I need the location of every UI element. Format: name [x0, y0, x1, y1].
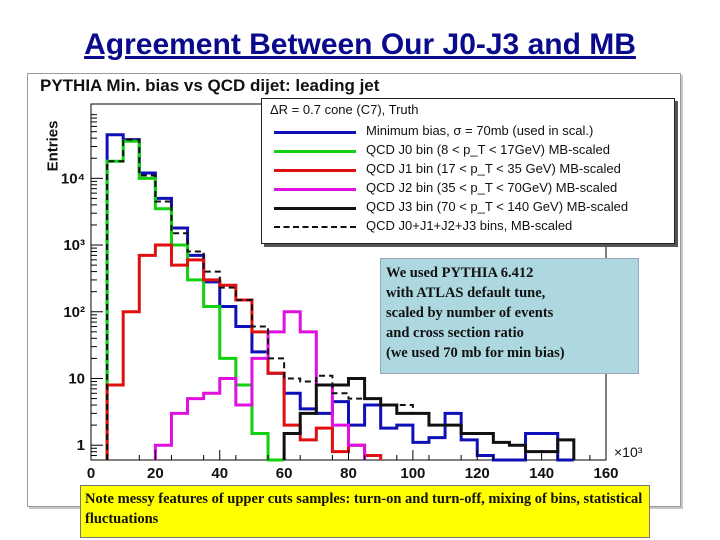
y-tick-label: 1 [77, 437, 85, 454]
x-tick-label: 140 [529, 465, 554, 482]
note-text: We used PYTHIA 6.412 with ATLAS default … [386, 265, 565, 361]
legend-label: QCD J3 bin (70 < p_T < 140 GeV) MB-scale… [366, 199, 629, 214]
x-tick-label: 20 [147, 465, 164, 482]
x-tick-label: 160 [593, 465, 618, 482]
legend-label: Minimum bias, σ = 70mb (used in scal.) [366, 123, 594, 138]
legend-swatch [274, 131, 356, 134]
legend-entry-j2: QCD J2 bin (35 < p_T < 70GeV) MB-scaled [270, 179, 670, 197]
bottom-note-text: Note messy features of upper cuts sample… [85, 491, 643, 527]
x-tick-label: 40 [211, 465, 228, 482]
legend-label: QCD J0 bin (8 < p_T < 17GeV) MB-scaled [366, 142, 610, 157]
legend-label: QCD J1 bin (17 < p_T < 35 GeV) MB-scaled [366, 161, 621, 176]
legend-entry-min-bias: Minimum bias, σ = 70mb (used in scal.) [270, 122, 670, 140]
chart-title: PYTHIA Min. bias vs QCD dijet: leading j… [40, 76, 380, 95]
y-tick-label: 10 [68, 370, 85, 387]
series-j2 [153, 310, 367, 460]
note-box: We used PYTHIA 6.412 with ATLAS default … [380, 258, 639, 374]
y-tick-label: 10⁴ [61, 170, 85, 187]
y-tick-label: 10³ [63, 237, 85, 254]
legend-swatch [274, 226, 356, 228]
legend-label: QCD J0+J1+J2+J3 bins, MB-scaled [366, 218, 573, 233]
legend-entry-sum: QCD J0+J1+J2+J3 bins, MB-scaled [270, 217, 670, 235]
x-tick-label: 120 [465, 465, 490, 482]
legend-entry-j1: QCD J1 bin (17 < p_T < 35 GeV) MB-scaled [270, 160, 670, 178]
legend: ΔR = 0.7 cone (C7), Truth Minimum bias, … [261, 98, 675, 244]
series-j1 [105, 243, 383, 460]
bottom-note: Note messy features of upper cuts sample… [80, 485, 650, 538]
x-tick-label: 0 [87, 465, 95, 482]
x-tick-label: 100 [400, 465, 425, 482]
legend-entry-j3: QCD J3 bin (70 < p_T < 140 GeV) MB-scale… [270, 198, 670, 216]
legend-swatch [274, 188, 356, 191]
legend-swatch [274, 150, 356, 153]
legend-swatch [274, 169, 356, 172]
slide-title: Agreement Between Our J0-J3 and MB [84, 28, 636, 61]
legend-label: QCD J2 bin (35 < p_T < 70GeV) MB-scaled [366, 180, 618, 195]
y-axis-label: Entries [44, 120, 62, 172]
legend-swatch [274, 207, 356, 210]
legend-header: ΔR = 0.7 cone (C7), Truth [270, 102, 419, 117]
x-tick-label: 80 [340, 465, 357, 482]
series-j0 [105, 139, 285, 462]
y-tick-label: 10² [63, 304, 85, 321]
x-axis-multiplier: ×10³ [614, 444, 643, 460]
series-sum [106, 138, 575, 460]
x-tick-label: 60 [276, 465, 293, 482]
legend-entry-j0: QCD J0 bin (8 < p_T < 17GeV) MB-scaled [270, 141, 670, 159]
